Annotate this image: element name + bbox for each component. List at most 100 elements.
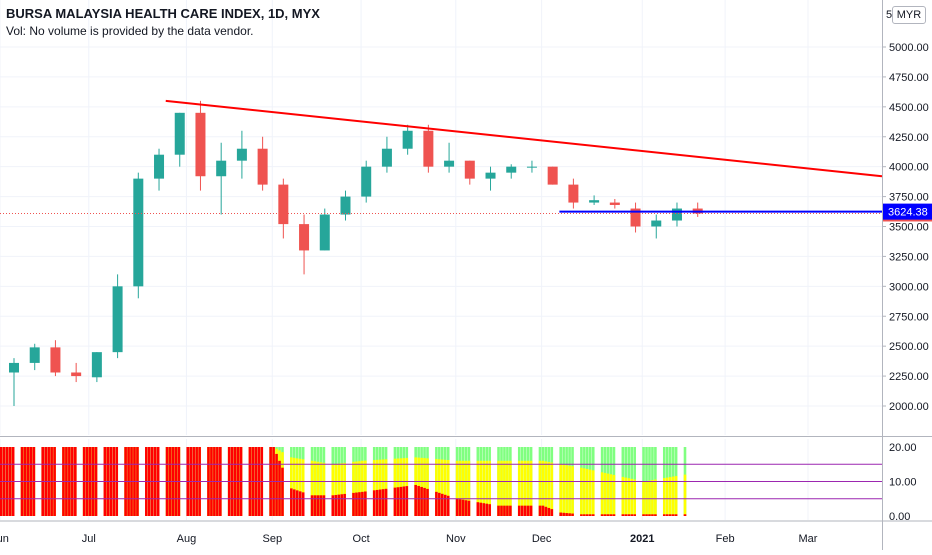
indicator-bar-yellow xyxy=(580,467,583,516)
indicator-bar-red xyxy=(568,513,571,516)
indicator-bar-yellow xyxy=(384,459,388,516)
indicator-bar-red xyxy=(290,488,293,516)
indicator-y-tick-label: 0.00 xyxy=(889,511,910,523)
indicator-bar-yellow xyxy=(500,460,503,516)
indicator-bar-red xyxy=(603,514,607,516)
indicator-bar-red xyxy=(482,503,486,516)
indicator-bar-yellow xyxy=(624,477,628,516)
indicator-bar-yellow xyxy=(301,459,305,516)
indicator-bar-yellow xyxy=(506,460,509,516)
trendline[interactable] xyxy=(165,99,883,178)
candle-body xyxy=(50,347,61,373)
indicator-y-tick-label: 20.00 xyxy=(889,442,917,454)
indicator-bar-red xyxy=(446,495,450,516)
indicator-bar-yellow xyxy=(603,472,607,516)
indicator-bar-yellow xyxy=(651,480,654,516)
indicator-bar-red xyxy=(414,484,417,516)
indicator-bar-red xyxy=(381,489,385,516)
y-tick-label: 2500.00 xyxy=(889,341,929,353)
indicator-bar-red xyxy=(612,514,616,516)
indicator-bar-yellow xyxy=(668,477,672,516)
indicator-bar-yellow xyxy=(364,460,367,516)
indicator-bar-yellow xyxy=(310,460,314,516)
indicator-bar-yellow xyxy=(538,460,542,516)
candle-body xyxy=(195,112,206,177)
indicator-bar-yellow xyxy=(547,461,551,516)
candle-body xyxy=(651,220,662,227)
indicator-bar-red xyxy=(668,514,672,516)
indicator-bar-red xyxy=(435,491,438,516)
indicator-bar-red xyxy=(520,505,524,516)
indicator-bar-yellow xyxy=(446,460,450,516)
indicator-bar-red xyxy=(316,495,320,516)
candle-body xyxy=(381,148,392,167)
indicator-bar-red xyxy=(541,505,545,516)
x-tick-label: Aug xyxy=(177,533,197,545)
indicator-bar-red xyxy=(586,514,589,516)
indicator-bar-yellow xyxy=(358,461,361,516)
y-tick-label: 2750.00 xyxy=(889,311,929,323)
indicator-bar-red xyxy=(526,505,530,516)
x-tick-label: Nov xyxy=(446,533,466,545)
y-tick-label: 3250.00 xyxy=(889,251,929,263)
indicator-bar-yellow xyxy=(591,470,595,516)
indicator-bar-yellow xyxy=(443,459,447,516)
indicator-bar-red xyxy=(627,514,631,516)
indicator-bar-red xyxy=(464,500,468,516)
x-tick-label: 2021 xyxy=(630,533,654,545)
indicator-bar-yellow xyxy=(393,458,397,516)
indicator-bar-red xyxy=(509,505,512,516)
indicator-bar-red xyxy=(476,502,480,516)
candle-body xyxy=(589,200,600,203)
indicator-bar-red xyxy=(671,514,675,516)
candle-body xyxy=(278,184,289,225)
hline-price-badge xyxy=(883,203,932,220)
currency-button[interactable]: MYR xyxy=(892,6,926,24)
indicator-bar-red xyxy=(281,467,284,516)
indicator-bar-red xyxy=(550,509,554,516)
candle-body xyxy=(29,347,40,363)
candle-body xyxy=(609,202,620,205)
indicator-bar-red xyxy=(455,498,459,516)
indicator-bar-red xyxy=(503,505,506,516)
candle-body xyxy=(402,130,413,149)
y-tick-label: 3750.00 xyxy=(889,192,929,204)
indicator-bar-yellow xyxy=(517,460,521,516)
chart-title: BURSA MALAYSIA HEALTH CARE INDEX, 1D, MY… xyxy=(6,6,320,21)
indicator-bar-yellow xyxy=(458,460,462,516)
candle-body xyxy=(91,352,102,378)
x-tick-label: Sep xyxy=(263,533,283,545)
indicator-bar-yellow xyxy=(340,463,343,516)
indicator-bar-yellow xyxy=(381,459,385,516)
candle-body xyxy=(71,372,82,377)
indicator-bar-yellow xyxy=(671,476,675,516)
indicator-bar-red xyxy=(337,494,341,516)
indicator-bar-yellow xyxy=(331,464,335,516)
indicator-bar-red xyxy=(517,505,521,516)
indicator-bar-red xyxy=(630,514,634,516)
indicator-bar-red xyxy=(334,494,338,516)
indicator-bar-yellow xyxy=(316,461,320,516)
indicator-bar-red xyxy=(361,491,364,516)
indicator-bar-yellow xyxy=(461,460,465,516)
indicator-bar-yellow xyxy=(352,461,355,516)
candle-body xyxy=(112,286,123,353)
indicator-bar-yellow xyxy=(588,469,592,516)
indicator-bar-red xyxy=(547,507,551,516)
indicator-bar-red xyxy=(405,486,409,516)
indicator-bar-yellow xyxy=(606,473,610,516)
indicator-bar-yellow xyxy=(322,462,326,516)
indicator-bar-yellow xyxy=(544,461,548,516)
indicator-bar-yellow xyxy=(295,458,299,516)
indicator-bar-red xyxy=(331,495,335,516)
indicator-bar-red xyxy=(295,490,299,516)
indicator-bar-red xyxy=(500,505,503,516)
indicator-bar-yellow xyxy=(479,460,483,516)
indicator-bar-red xyxy=(310,495,314,516)
indicator-bar-yellow xyxy=(293,457,296,516)
indicator-bar-yellow xyxy=(633,479,636,516)
indicator-bar-yellow xyxy=(683,474,687,516)
indicator-bar-yellow xyxy=(503,460,506,516)
indicator-bar-red xyxy=(364,491,367,516)
indicator-bar-red xyxy=(278,460,281,516)
